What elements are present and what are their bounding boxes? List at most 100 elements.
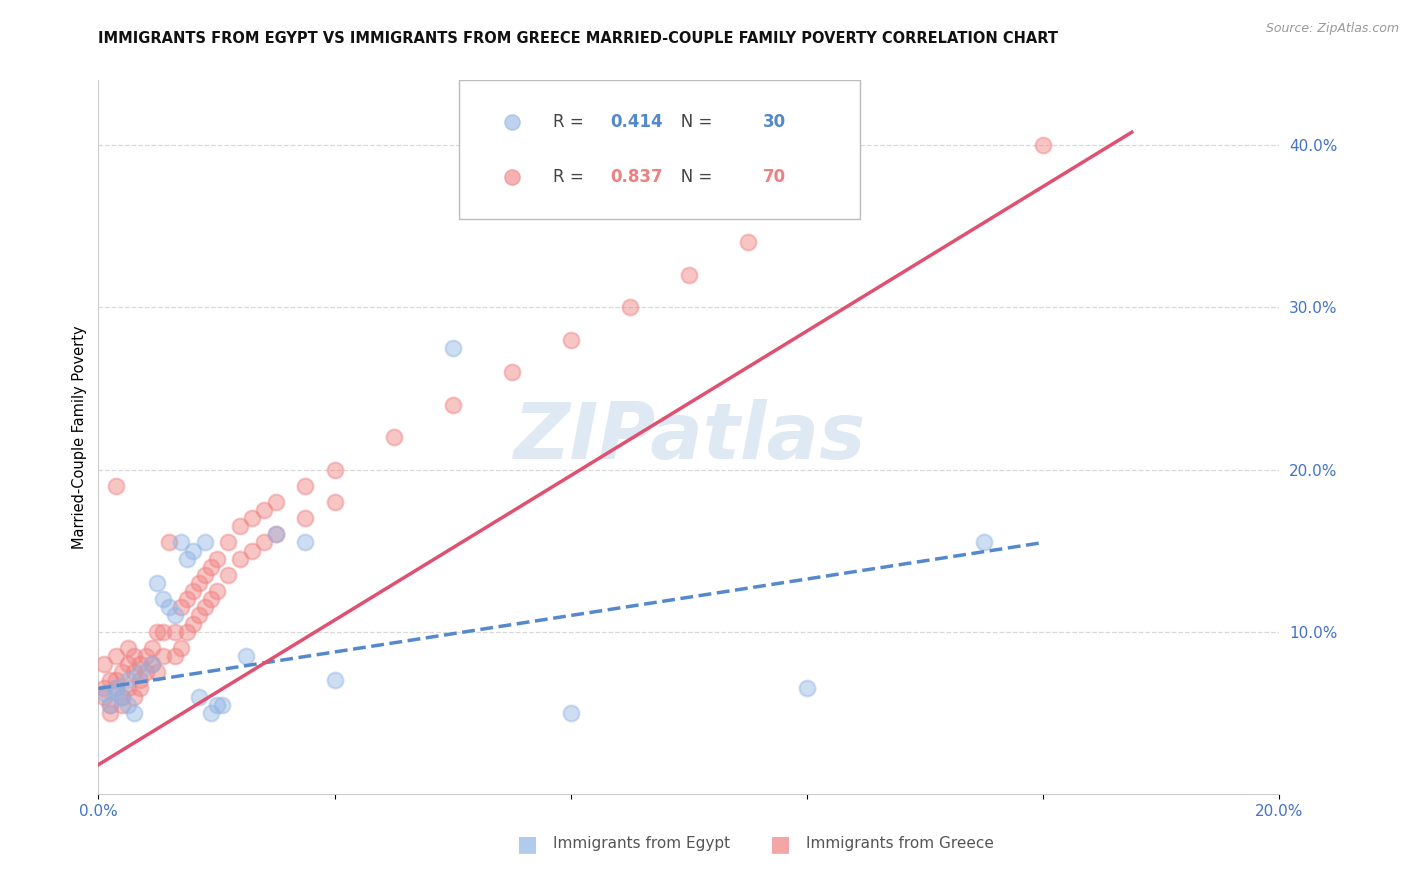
Point	[441, 398, 464, 412]
Point	[117, 640, 139, 655]
Point	[501, 365, 523, 379]
Point	[111, 665, 134, 680]
Point	[146, 665, 169, 680]
Text: ZIPatlas: ZIPatlas	[513, 399, 865, 475]
Point	[117, 698, 139, 712]
Point	[678, 268, 700, 282]
Point	[98, 698, 121, 712]
Point	[152, 592, 174, 607]
Point	[111, 690, 134, 704]
Point	[294, 511, 316, 525]
Point	[152, 648, 174, 663]
Point	[128, 681, 150, 696]
Point	[253, 503, 276, 517]
Point	[229, 519, 252, 533]
Point	[170, 535, 193, 549]
Point	[117, 681, 139, 696]
Point	[122, 665, 145, 680]
Point	[141, 657, 163, 672]
Point	[98, 706, 121, 720]
Point	[382, 430, 405, 444]
Point	[105, 686, 128, 700]
Text: 0.414: 0.414	[610, 113, 662, 131]
Point	[146, 624, 169, 639]
FancyBboxPatch shape	[458, 80, 860, 219]
Text: IMMIGRANTS FROM EGYPT VS IMMIGRANTS FROM GREECE MARRIED-COUPLE FAMILY POVERTY CO: IMMIGRANTS FROM EGYPT VS IMMIGRANTS FROM…	[98, 31, 1059, 46]
Point	[229, 551, 252, 566]
Point	[200, 559, 222, 574]
Point	[176, 624, 198, 639]
Point	[619, 301, 641, 315]
Point	[122, 706, 145, 720]
Text: Source: ZipAtlas.com: Source: ZipAtlas.com	[1265, 22, 1399, 36]
Point	[128, 665, 150, 680]
Point	[165, 648, 187, 663]
Point	[211, 698, 233, 712]
Point	[181, 543, 204, 558]
Point	[200, 706, 222, 720]
Point	[264, 495, 287, 509]
Point	[93, 681, 115, 696]
Y-axis label: Married-Couple Family Poverty: Married-Couple Family Poverty	[72, 326, 87, 549]
Point	[117, 673, 139, 688]
Point	[105, 479, 128, 493]
Point	[796, 681, 818, 696]
Point	[152, 624, 174, 639]
Point	[128, 657, 150, 672]
Point	[176, 551, 198, 566]
Point	[235, 648, 257, 663]
Point	[560, 706, 582, 720]
Text: Immigrants from Egypt: Immigrants from Egypt	[553, 837, 730, 851]
Point	[217, 568, 239, 582]
Point	[200, 592, 222, 607]
Point	[93, 657, 115, 672]
Point	[560, 333, 582, 347]
Point	[170, 600, 193, 615]
Point	[165, 608, 187, 623]
Point	[181, 584, 204, 599]
Text: R =: R =	[553, 113, 589, 131]
Point	[796, 202, 818, 217]
Point	[294, 535, 316, 549]
Text: Immigrants from Greece: Immigrants from Greece	[806, 837, 994, 851]
Point	[441, 341, 464, 355]
Point	[141, 640, 163, 655]
Text: 30: 30	[763, 113, 786, 131]
Point	[111, 698, 134, 712]
Point	[105, 673, 128, 688]
Point	[105, 648, 128, 663]
Point	[205, 698, 228, 712]
Point	[737, 235, 759, 250]
Point	[294, 479, 316, 493]
Point	[194, 535, 217, 549]
Point	[135, 648, 157, 663]
Point	[98, 698, 121, 712]
Text: 70: 70	[763, 169, 786, 186]
Point	[93, 690, 115, 704]
Point	[165, 624, 187, 639]
Point	[240, 511, 263, 525]
Point	[253, 535, 276, 549]
Point	[117, 657, 139, 672]
Point	[105, 681, 128, 696]
Point	[187, 690, 209, 704]
Point	[122, 690, 145, 704]
Point	[205, 584, 228, 599]
Point	[93, 686, 115, 700]
Point	[205, 551, 228, 566]
Point	[135, 665, 157, 680]
Point	[128, 673, 150, 688]
Point	[264, 527, 287, 541]
Point	[323, 495, 346, 509]
Point	[194, 600, 217, 615]
Point	[157, 600, 180, 615]
Text: 0.837: 0.837	[610, 169, 662, 186]
Text: R =: R =	[553, 169, 589, 186]
Point	[146, 576, 169, 591]
Point	[187, 608, 209, 623]
Point	[111, 690, 134, 704]
Point	[187, 576, 209, 591]
Point	[176, 592, 198, 607]
Point	[240, 543, 263, 558]
Point	[973, 535, 995, 549]
